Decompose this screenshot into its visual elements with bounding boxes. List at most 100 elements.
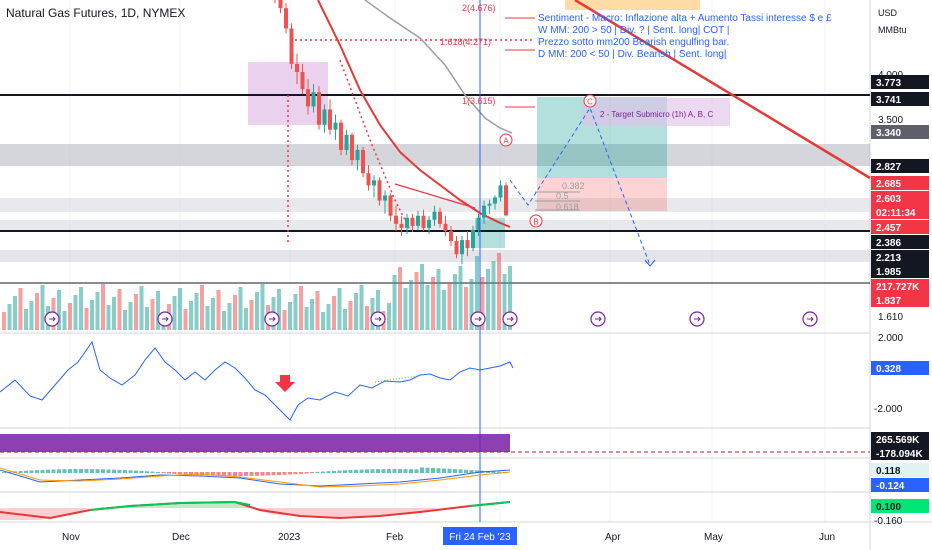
wave-label-c[interactable]: C [583, 94, 597, 108]
macd-bar [156, 471, 160, 473]
price-badge: 217.727K [871, 279, 929, 293]
macd-bar [238, 472, 243, 476]
volume-bar [387, 303, 391, 330]
volume-bar [73, 295, 78, 330]
macd-bar [491, 471, 496, 473]
macd-bar [486, 471, 490, 473]
macd-bar [315, 471, 320, 473]
volume-bar [62, 311, 67, 330]
event-marker-icon[interactable] [264, 311, 280, 327]
volume-bar [90, 300, 94, 330]
macd-bar [310, 472, 314, 474]
volume-bar [35, 293, 39, 330]
event-marker-icon[interactable] [689, 311, 705, 327]
candle [405, 213, 409, 234]
volume-bar [2, 312, 6, 330]
fib-highlight [565, 0, 700, 10]
macd-bar [370, 469, 375, 473]
support-zone-3[interactable] [0, 250, 870, 262]
candle [289, 23, 294, 69]
price-badge: 3.773 [871, 75, 929, 89]
volume-bar [442, 290, 446, 330]
macd-bar [442, 468, 446, 473]
event-marker-icon[interactable] [802, 311, 818, 327]
volume-bar [211, 298, 215, 330]
volume-bar [315, 291, 320, 330]
volume-bar [227, 303, 232, 330]
price-badge: 2.386 [871, 235, 929, 249]
down-arrow-marker [275, 375, 295, 392]
price-badge: -0.124 [871, 478, 929, 492]
macd-bar [260, 472, 265, 476]
event-marker-icon[interactable] [502, 311, 518, 327]
price-badge: 02:11:34 [871, 205, 929, 219]
volume-bar [508, 266, 512, 330]
note-line-4: D MM: 200 < 50 | Div. Bearish | Sent. lo… [538, 49, 727, 60]
wave-label-b[interactable]: B [529, 214, 543, 228]
candle [306, 79, 310, 115]
volume-bar [18, 288, 23, 330]
resistance-zone[interactable] [0, 144, 870, 166]
macd-bar [134, 470, 138, 473]
volume-bar [244, 308, 248, 330]
osc-line-green [89, 500, 251, 511]
volume-bar [150, 299, 155, 330]
rsi-line[interactable] [0, 340, 514, 421]
time-label-jun: Jun [819, 532, 835, 543]
volume-bar [282, 310, 287, 330]
svg-text:0.328: 0.328 [876, 364, 901, 375]
volume-bar [354, 293, 358, 330]
ma-200-line[interactable] [364, 0, 513, 134]
svg-text:2.827: 2.827 [876, 162, 901, 173]
target-box[interactable] [583, 98, 730, 126]
symbol-title[interactable]: Natural Gas Futures, 1D, NYMEX [6, 6, 186, 20]
macd-bar [189, 472, 193, 475]
indicator-tick-bottom: -0.160 [874, 516, 903, 527]
axis-currency: USD [878, 8, 898, 18]
macd-bar [79, 469, 83, 473]
volume-bar [299, 286, 303, 330]
price-badge: 0.118 [871, 463, 929, 477]
price-badge: 265.569K [871, 432, 929, 446]
event-marker-icon[interactable] [370, 311, 386, 327]
volume-bar [84, 308, 89, 330]
svg-text:B: B [533, 218, 538, 227]
price-tick-3500: 3.500 [878, 115, 903, 126]
volume-bar [425, 285, 430, 330]
volume-bar [310, 299, 314, 330]
time-label-nov: Nov [62, 532, 80, 543]
macd-bar [233, 472, 237, 476]
price-badge: 3.340 [871, 125, 929, 139]
event-marker-icon[interactable] [470, 311, 486, 327]
svg-text:-178.094K: -178.094K [876, 449, 923, 460]
price-badge: 2.827 [871, 159, 929, 173]
macd-bar [255, 472, 259, 476]
wave-label-a[interactable]: A [499, 133, 513, 147]
long-position-loss-zone[interactable] [537, 178, 667, 211]
candle [372, 175, 376, 198]
macd-signal-line [0, 467, 511, 488]
fib-label-0618: 0.618 [556, 202, 579, 212]
macd-bar [216, 472, 221, 476]
macd-bar [2, 472, 6, 473]
macd-bar [68, 469, 72, 473]
indicator-tick-2: 2.000 [878, 333, 903, 344]
support-zone-1[interactable] [0, 198, 870, 212]
candle [504, 182, 508, 216]
macd-bar [271, 472, 276, 476]
event-marker-icon[interactable] [44, 311, 60, 327]
svg-text:2.213: 2.213 [876, 253, 901, 264]
candle [278, 0, 283, 14]
trendline-bearish[interactable] [574, 0, 871, 180]
projection-path[interactable] [509, 106, 651, 266]
event-marker-icon[interactable] [157, 311, 173, 327]
time-label-dec: Dec [172, 532, 190, 543]
time-label-feb: Feb [386, 532, 404, 543]
volume-bar [7, 304, 12, 330]
volume-bar [403, 288, 408, 330]
volume-bar [205, 306, 210, 330]
wedge-line-upper[interactable] [394, 183, 476, 209]
event-marker-icon[interactable] [590, 311, 606, 327]
price-badge: 2.213 [871, 250, 929, 264]
